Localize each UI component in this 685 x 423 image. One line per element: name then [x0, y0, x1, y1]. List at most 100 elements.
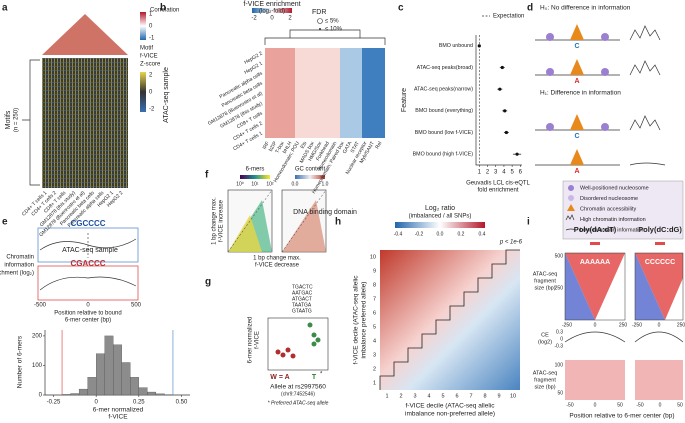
y-tick-label: 2	[373, 366, 376, 372]
label: Position relative to 6-mer center (bp)	[569, 413, 674, 420]
sequence: AATGAC	[292, 290, 313, 296]
label: (chr9:7452546)	[281, 391, 315, 397]
bar	[113, 344, 122, 396]
label: Position relative to bound	[54, 311, 121, 317]
x-tick-label: 7	[469, 393, 472, 399]
label: (n = 250)	[14, 108, 20, 132]
y-tick-label: ATAC-seq peaks(broad)	[417, 65, 474, 71]
legend-label: Well-positioned nucleosome	[580, 185, 649, 191]
x-tick-label: 10	[510, 393, 516, 399]
label: f-VICE increase	[219, 199, 225, 242]
sequence: GTAATG	[292, 308, 312, 314]
panel-d-art	[535, 24, 684, 240]
y-tick-label: 9	[373, 268, 376, 274]
domain-label: Rel	[374, 141, 383, 151]
legend-label: Expectation	[493, 14, 524, 20]
label: f-VICE enrichment	[243, 1, 300, 8]
allele: A	[574, 168, 579, 175]
axis	[475, 35, 522, 166]
label: AAAAAA	[580, 259, 610, 266]
label: CGACCC	[70, 259, 105, 268]
label: fragment	[534, 377, 556, 383]
bar	[104, 335, 114, 396]
tick-label: -0.3	[554, 343, 563, 349]
tick-label: 10²	[266, 181, 274, 187]
tick-label: -250	[562, 322, 572, 328]
panel-a-art	[22, 12, 146, 188]
panel-letter: g	[205, 277, 211, 288]
tick-label: -250	[632, 322, 642, 328]
label: Correlation	[150, 8, 179, 14]
x-tick-label: 0.50	[176, 400, 188, 406]
x-tick-label: 3	[413, 393, 416, 399]
label: Chromatin	[6, 255, 34, 261]
panel-letter: i	[527, 217, 530, 228]
x-tick-label: 4	[502, 170, 506, 176]
tick-label: 0	[594, 322, 597, 328]
label: W = A	[270, 374, 289, 381]
tick-label: -2	[251, 16, 257, 22]
label: f-VICE	[255, 331, 261, 349]
tick-label: 0	[270, 16, 274, 22]
label: size (bp)	[534, 384, 555, 390]
x-tick-label: 3	[494, 170, 498, 176]
bar	[96, 353, 105, 396]
panel-letter: c	[398, 3, 404, 14]
label: CCCCCC	[645, 259, 675, 266]
label: ≤ 10%	[325, 27, 343, 33]
label: 6-mer normalized	[93, 407, 144, 414]
x-tick-label: 8	[483, 393, 486, 399]
domain-label: bHLH	[282, 140, 294, 154]
tick-label: 10¹	[251, 181, 259, 187]
domain-label: GATA	[342, 140, 354, 155]
panel-i-art	[564, 242, 684, 400]
x-tick-label: 4	[427, 393, 430, 399]
dot	[500, 65, 504, 70]
label: (imbalanced / all SNPs)	[409, 214, 472, 220]
y-tick-label: BMO unbound	[439, 43, 473, 49]
y-tick-label: 4	[373, 338, 376, 344]
label: *	[320, 372, 323, 378]
label: f-VICE	[140, 54, 158, 60]
panel-b-art	[252, 8, 386, 138]
x-tick-label: 0.25	[133, 400, 145, 406]
tick-label: 50	[617, 402, 623, 408]
tick-label: -0.2	[415, 231, 424, 237]
tick-label: -0.4	[394, 231, 403, 237]
label: ATAC-seq	[533, 271, 558, 277]
tick-label: 0	[560, 336, 563, 342]
x-tick-label: 9	[497, 393, 500, 399]
tick-label: -50	[636, 402, 643, 408]
x-tick-label: 1	[478, 170, 482, 176]
y-tick-label: 8	[373, 282, 376, 288]
y-tick-label: ATAC-seq peaks(narrow)	[414, 87, 473, 93]
y-tick-label: BMO bound (high f-VICE)	[413, 152, 474, 158]
label: fold enrichment	[477, 188, 518, 194]
label: FDR	[312, 9, 326, 16]
x-tick-label: 1	[385, 393, 388, 399]
tick-label: 250	[677, 322, 685, 328]
tick-label: 0	[149, 90, 153, 96]
label: size (bp)	[534, 285, 555, 291]
y-tick-label: 6	[373, 310, 376, 316]
label: Number of 6-mers	[17, 335, 24, 388]
tick-label: 0	[149, 24, 153, 30]
y-tick-label: BMO bound (low f-VICE)	[415, 130, 474, 136]
y-tick-label: 1	[373, 380, 376, 386]
label: f-VICE decile (ATAC-seq allelic	[353, 275, 360, 365]
tick-label: 0.0	[437, 231, 444, 237]
label: Z-score	[140, 62, 161, 68]
panel-letter: d	[527, 3, 533, 14]
legend-label: Chromatin accessibility	[580, 206, 636, 212]
tick-label: 0	[658, 322, 661, 328]
panel-f-art	[227, 175, 329, 371]
panel-letter: e	[2, 217, 8, 228]
label: imbalance preferred allele)	[361, 282, 368, 359]
label: Motifs	[5, 110, 12, 129]
bar	[138, 387, 148, 396]
panel-letter: a	[2, 3, 8, 14]
label: * Preferred ATAC-seq allele	[268, 400, 329, 406]
x-tick-label: 2	[399, 393, 402, 399]
label: DNA binding domain	[293, 209, 357, 216]
